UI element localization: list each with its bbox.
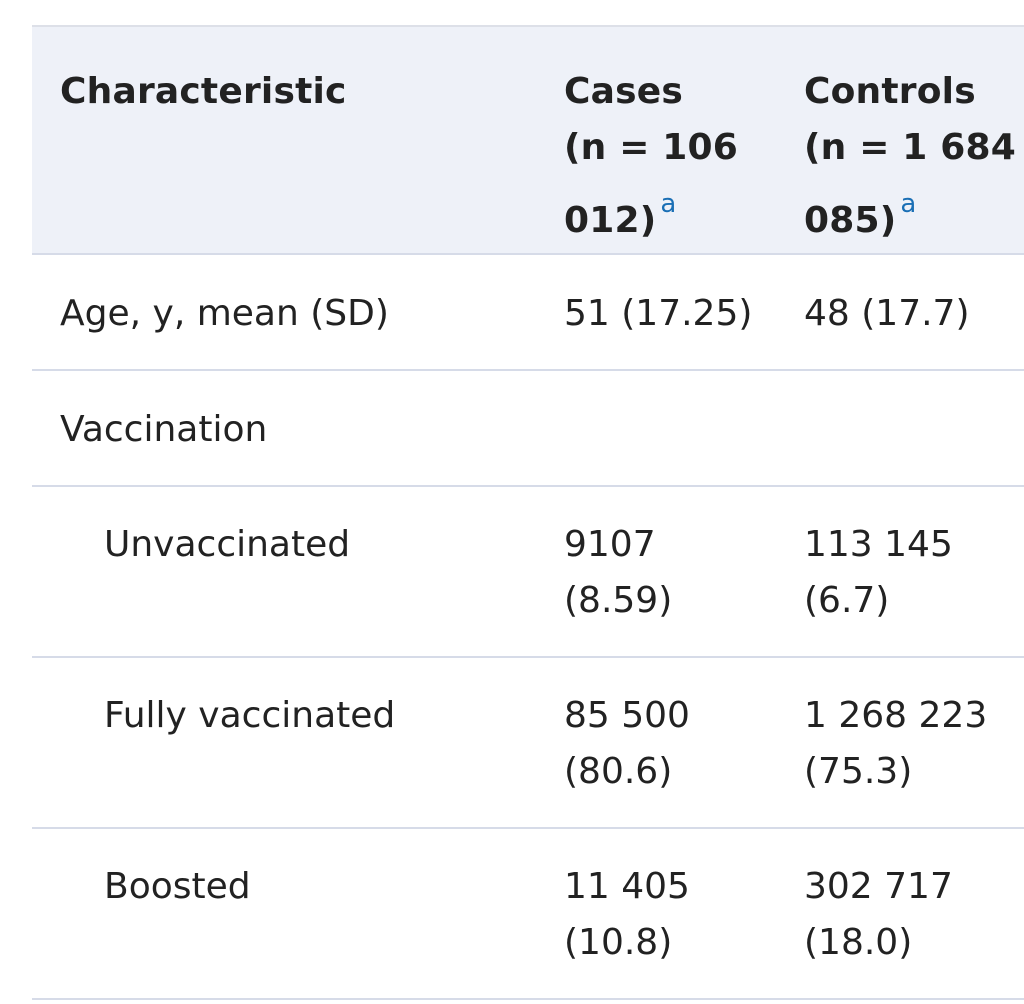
table-header: Characteristic Cases (n = 106 012) a Cont…: [32, 27, 1024, 255]
row-label-vaccination: Vaccination: [60, 409, 268, 450]
footnote-link-cases[interactable]: a: [660, 189, 677, 219]
row-controls-boosted: 302 717 (18.0): [804, 859, 953, 971]
row-cases-boosted-count: 11 405: [564, 866, 690, 907]
footnote-link-controls[interactable]: a: [900, 189, 917, 219]
row-cases-fully-vaccinated: 85 500 (80.6): [564, 688, 690, 800]
row-cases-fully-vaccinated-pct: (80.6): [564, 751, 673, 792]
table-row-vaccination: Vaccination: [32, 371, 1024, 487]
row-controls-boosted-pct: (18.0): [804, 922, 913, 963]
row-controls-unvaccinated-pct: (6.7): [804, 580, 890, 621]
row-label-unvaccinated: Unvaccinated: [104, 524, 351, 565]
row-controls-age: 48 (17.7): [804, 293, 970, 334]
row-label-fully-vaccinated: Fully vaccinated: [104, 695, 396, 736]
row-cases-fully-vaccinated-count: 85 500: [564, 695, 690, 736]
row-cases-boosted-pct: (10.8): [564, 922, 673, 963]
header-cases-line3-wrap: 012) a: [564, 176, 774, 249]
row-cases-unvaccinated: 9107 (8.59): [564, 517, 672, 629]
header-cases-line1: Cases: [564, 71, 683, 112]
row-cases-boosted: 11 405 (10.8): [564, 859, 690, 971]
row-controls-fully-vaccinated: 1 268 223 (75.3): [804, 688, 987, 800]
table-row-unvaccinated: Unvaccinated 9107 (8.59) 113 145 (6.7): [32, 487, 1024, 658]
header-characteristic: Characteristic: [60, 64, 347, 120]
header-controls: Controls (n = 1 684 085) a: [804, 64, 1024, 249]
row-controls-unvaccinated-count: 113 145: [804, 524, 953, 565]
row-cases-unvaccinated-pct: (8.59): [564, 580, 673, 621]
header-controls-line3: 085): [804, 200, 897, 241]
header-controls-line3-wrap: 085) a: [804, 176, 1024, 249]
header-characteristic-label: Characteristic: [60, 71, 347, 112]
table-top-rule: [32, 25, 1024, 27]
row-cases-age: 51 (17.25): [564, 293, 753, 334]
header-cases: Cases (n = 106 012) a: [564, 64, 774, 249]
table-row-age: Age, y, mean (SD) 51 (17.25) 48 (17.7): [32, 255, 1024, 371]
row-controls-fully-vaccinated-count: 1 268 223: [804, 695, 988, 736]
row-label-age: Age, y, mean (SD): [60, 293, 389, 334]
table-row-fully-vaccinated: Fully vaccinated 85 500 (80.6) 1 268 223…: [32, 658, 1024, 829]
row-controls-boosted-count: 302 717: [804, 866, 953, 907]
row-controls-unvaccinated: 113 145 (6.7): [804, 517, 953, 629]
table-row-boosted: Boosted 11 405 (10.8) 302 717 (18.0): [32, 829, 1024, 1000]
header-cases-line3: 012): [564, 200, 657, 241]
row-cases-unvaccinated-count: 9107: [564, 524, 656, 565]
header-controls-line1: Controls: [804, 71, 976, 112]
row-controls-fully-vaccinated-pct: (75.3): [804, 751, 913, 792]
header-controls-line2: (n = 1 684: [804, 127, 1017, 168]
row-label-boosted: Boosted: [104, 866, 251, 907]
header-cases-line2: (n = 106: [564, 127, 739, 168]
